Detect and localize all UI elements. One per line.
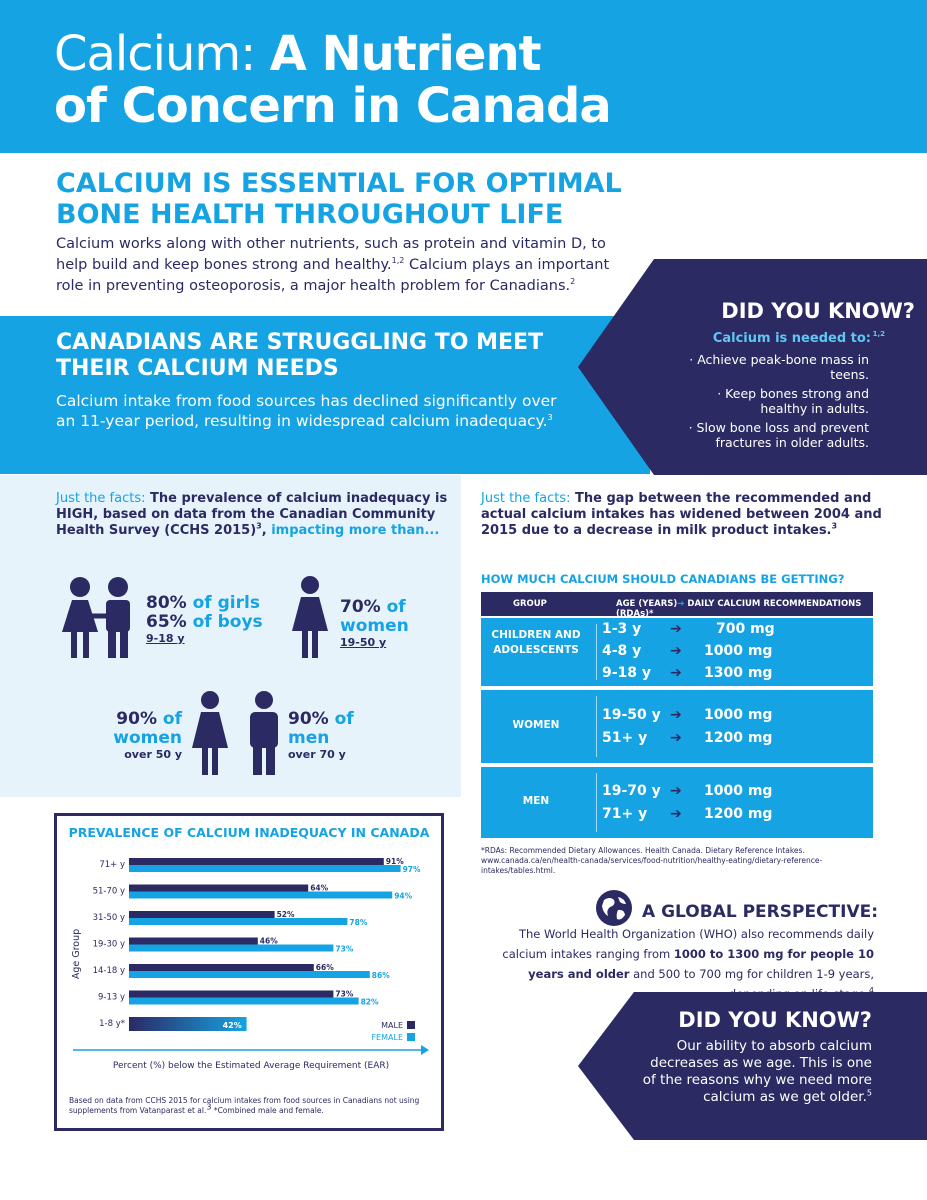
chart-plot: 71+ y 91%97% 51-70 y 64% 94% 31-50 y 52% 78% 19-… xyxy=(71,857,429,1071)
bar-label-male: 66% xyxy=(316,963,334,972)
did-you-know-subtitle: Calcium is needed to: xyxy=(712,331,871,346)
bar-label-female: 73% xyxy=(335,945,353,954)
facts-left-text: Just the facts: The prevalence of calciu… xyxy=(56,491,448,538)
row-entry: 19-50 y ➔ 1000 mg xyxy=(602,707,773,723)
table-row: WOMEN 19-50 y ➔ 1000 mg 51+ y ➔ 1200 mg xyxy=(481,690,873,763)
page-title: Calcium: A Nutrient of Concern in Canada xyxy=(54,26,612,134)
stat-older-men: 90% of men over 70 y xyxy=(288,709,354,762)
section2-body: Calcium intake from food sources has dec… xyxy=(56,392,557,430)
chart-title: PREVALENCE OF CALCIUM INADEQUACY IN CANA… xyxy=(68,825,430,840)
stat-girls-boys: 80% of girls 65% of boys 9-18 y xyxy=(146,593,263,646)
did-you-know-title: DID YOU KNOW? xyxy=(678,1008,872,1032)
panel-chevron-shape xyxy=(578,992,927,1140)
row-entry: 9-18 y ➔ 1300 mg xyxy=(602,665,773,681)
bar-label-male: 91% xyxy=(386,857,404,866)
bar-female xyxy=(129,865,401,872)
bar-female xyxy=(129,944,334,952)
section1-body: Calcium works along with other nutrients… xyxy=(56,236,610,294)
woman-icon xyxy=(291,575,329,663)
rda-footnote: *RDAs: Recommended Dietary Allowances. H… xyxy=(481,846,823,875)
row-entry: 1-3 y ➔ 700 mg xyxy=(602,621,775,637)
struggling-band xyxy=(0,316,650,474)
row-group-label: WOMEN xyxy=(512,719,560,731)
x-axis-label: Percent (%) below the Estimated Average … xyxy=(113,1061,389,1071)
globe-icon xyxy=(594,888,634,932)
bar-label-combined: 42% xyxy=(223,1021,242,1030)
legend-swatch-female xyxy=(407,1033,415,1041)
row-entry: 71+ y ➔ 1200 mg xyxy=(602,806,773,822)
category-label: 1-8 y* xyxy=(99,1019,125,1029)
bar-male xyxy=(129,990,334,998)
bar-female xyxy=(129,918,348,925)
chart-footnote: Based on data from CCHS 2015 for calcium… xyxy=(69,1096,420,1115)
older-woman-icon xyxy=(190,690,230,780)
list-item: · Keep bones strong and healthy in adult… xyxy=(717,386,869,416)
bar-female xyxy=(129,971,370,978)
bar-male xyxy=(129,911,275,918)
did-you-know-list: · Achieve peak-bone mass in teens. · Kee… xyxy=(669,352,869,454)
stat-women: 70% of women 19-50 y xyxy=(340,597,409,650)
bar-label-female: 86% xyxy=(372,971,390,980)
calcium-inadequacy-chart: PREVALENCE OF CALCIUM INADEQUACY IN CANA… xyxy=(54,813,444,1131)
category-label: 19-30 y xyxy=(93,940,125,950)
list-item: · Achieve peak-bone mass in teens. xyxy=(689,352,869,382)
category-label: 14-18 y xyxy=(93,966,125,976)
col-group-header: GROUP xyxy=(513,599,547,609)
bar-female xyxy=(129,891,393,899)
legend-swatch-male xyxy=(407,1021,415,1029)
bar-label-female: 97% xyxy=(403,865,421,874)
bar-label-male: 52% xyxy=(277,910,295,919)
facts-right-text: Just the facts: The gap between the reco… xyxy=(481,491,882,538)
row-entry: 4-8 y ➔ 1000 mg xyxy=(602,643,773,659)
y-axis-label: Age Group xyxy=(71,929,82,979)
row-entry: 51+ y ➔ 1200 mg xyxy=(602,730,773,746)
table-row: MEN 19-70 y ➔ 1000 mg 71+ y ➔ 1200 mg xyxy=(481,767,873,838)
category-label: 71+ y xyxy=(99,860,125,870)
bar-label-female: 94% xyxy=(394,892,412,901)
did-you-know-body: Our ability to absorb calcium decreases … xyxy=(642,1038,872,1105)
bar-label-male: 64% xyxy=(310,884,328,893)
row-group-label: CHILDREN AND ADOLESCENTS xyxy=(491,629,581,656)
bar-label-female: 78% xyxy=(349,918,367,927)
bar-male xyxy=(129,858,384,865)
global-perspective-title: A GLOBAL PERSPECTIVE: xyxy=(642,902,879,922)
x-axis-arrowhead xyxy=(421,1045,429,1055)
category-label: 31-50 y xyxy=(93,913,125,923)
bar-male xyxy=(129,884,309,892)
row-group-label: MEN xyxy=(522,795,550,807)
col-rec-header: AGE (YEARS)➜ DAILY CALCIUM RECOMMENDATIO… xyxy=(616,599,862,619)
table-header: GROUP AGE (YEARS)➜ DAILY CALCIUM RECOMME… xyxy=(481,592,873,619)
bar-male xyxy=(129,964,314,971)
row-entry: 19-70 y ➔ 1000 mg xyxy=(602,783,773,799)
legend-label-female: FEMALE xyxy=(371,1033,403,1042)
section1-heading: CALCIUM IS ESSENTIAL FOR OPTIMAL BONE HE… xyxy=(56,168,622,230)
older-man-icon xyxy=(244,690,284,780)
girl-boy-icon xyxy=(60,576,140,664)
stat-older-women: 90% of women over 50 y xyxy=(113,709,182,762)
legend-label-male: MALE xyxy=(381,1021,403,1030)
bar-label-male: 73% xyxy=(335,990,353,999)
bar-male xyxy=(129,937,258,945)
header-banner: Calcium: A Nutrient of Concern in Canada xyxy=(0,0,927,153)
did-you-know-title: DID YOU KNOW? xyxy=(721,299,915,323)
table-row: CHILDREN AND ADOLESCENTS 1-3 y ➔ 700 mg 4-… xyxy=(481,618,873,686)
bar-label-male: 46% xyxy=(260,937,278,946)
bar-female xyxy=(129,997,359,1005)
did-you-know-panel-2: DID YOU KNOW? Our ability to absorb calc… xyxy=(578,992,927,1140)
bar-label-female: 82% xyxy=(361,998,379,1007)
category-label: 51-70 y xyxy=(93,887,125,897)
list-item: · Slow bone loss and prevent fractures i… xyxy=(688,420,869,450)
did-you-know-panel-1: DID YOU KNOW? Calcium is needed to: 1,2 … xyxy=(578,259,927,475)
section2-heading: CANADIANS ARE STRUGGLING TO MEET THEIR C… xyxy=(56,330,544,381)
bar-combined xyxy=(129,1017,247,1031)
category-label: 9-13 y xyxy=(98,993,125,1003)
table-title: HOW MUCH CALCIUM SHOULD CANADIANS BE GET… xyxy=(481,572,845,586)
panel-chevron-shape xyxy=(578,259,927,475)
